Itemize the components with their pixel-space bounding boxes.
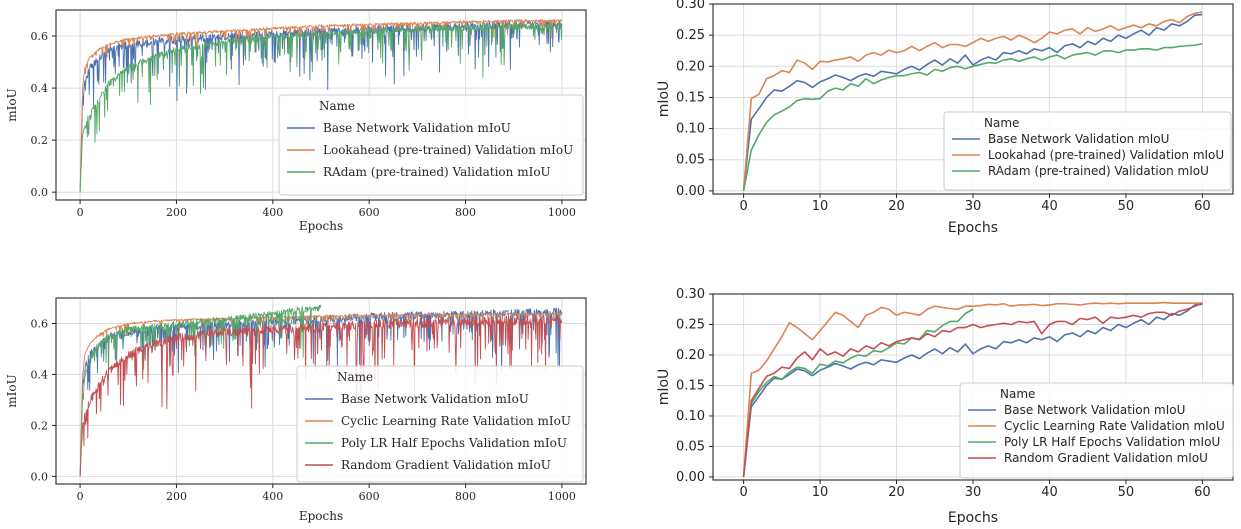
legend-label-4: Random Gradient Validation mIoU [1004, 451, 1208, 465]
chart-bottom-left: 0 200 400 600 800 1000 0.0 0.2 0.4 0.6 Epochs mIoU N… [5, 298, 586, 523]
y-tick-label: 0.4 [31, 82, 49, 95]
y-tick-label: 0.00 [676, 184, 705, 199]
legend: Name Base Network Validation mIoU Cyclic L… [297, 366, 583, 482]
legend-title: Name [984, 116, 1019, 130]
x-tick-label: 10 [812, 485, 829, 500]
legend: Name Base Network Validation mIoU Lookahad… [944, 112, 1231, 190]
x-tick-label: 600 [359, 206, 380, 219]
y-axis-title: mIoU [656, 369, 672, 406]
y-tick-label: 0.4 [31, 368, 49, 381]
x-tick-label: 400 [262, 490, 283, 503]
legend: Name Base Network Validation mIoU Cyclic L… [960, 383, 1233, 478]
y-tick-label: 0.05 [676, 439, 705, 454]
legend-label-3: RAdam (pre-trained) Validation mIoU [988, 164, 1209, 178]
x-tick-label: 50 [1118, 485, 1135, 500]
legend-label-1: Base Network Validation mIoU [323, 121, 511, 135]
chart-bottom-right: 0 10 20 30 40 50 60 0.00 0.05 0.10 0.15 0.20 0.25 0.3… [656, 287, 1233, 526]
x-tick-label: 30 [965, 199, 982, 214]
x-tick-label: 0 [739, 199, 747, 214]
y-tick-label: 0.0 [31, 186, 49, 199]
x-axis-title: Epochs [948, 510, 998, 526]
legend-label-1: Base Network Validation mIoU [341, 392, 529, 406]
y-axis-title: mIoU [656, 81, 672, 118]
y-tick-label: 0.15 [676, 90, 705, 105]
y-tick-label: 0.25 [676, 28, 705, 43]
legend-title: Name [337, 370, 373, 384]
x-tick-label: 40 [1041, 199, 1058, 214]
legend-label-2: Cyclic Learning Rate Validation mIoU [341, 414, 571, 428]
x-axis-title: Epochs [299, 219, 343, 233]
x-tick-label: 800 [455, 206, 476, 219]
x-tick-label: 50 [1118, 199, 1135, 214]
y-tick-label: 0.20 [676, 59, 705, 74]
x-tick-label: 400 [262, 206, 283, 219]
legend-label-1: Base Network Validation mIoU [988, 132, 1169, 146]
x-tick-label: 40 [1041, 485, 1058, 500]
y-tick-label: 0.6 [31, 30, 49, 43]
x-axis-title: Epochs [948, 220, 998, 236]
x-tick-label: 60 [1194, 199, 1211, 214]
x-tick-label: 30 [965, 485, 982, 500]
y-tick-label: 0.05 [676, 153, 705, 168]
y-tick-label: 0.15 [676, 378, 705, 393]
legend-label-1: Base Network Validation mIoU [1004, 403, 1185, 417]
legend-label-4: Random Gradient Validation mIoU [341, 458, 551, 472]
legend-title: Name [1000, 387, 1035, 401]
x-tick-label: 10 [812, 199, 829, 214]
y-axis-title: mIoU [5, 88, 19, 121]
y-tick-label: 0.6 [31, 317, 49, 330]
legend-label-2: Cyclic Learning Rate Validation mIoU [1004, 419, 1225, 433]
y-tick-label: 0.00 [676, 470, 705, 485]
x-tick-label: 60 [1194, 485, 1211, 500]
y-tick-label: 0.2 [31, 419, 49, 432]
x-tick-label: 0 [77, 490, 84, 503]
legend-label-3: Poly LR Half Epochs Validation mIoU [1004, 435, 1220, 449]
legend-label-3: Poly LR Half Epochs Validation mIoU [341, 436, 567, 450]
y-tick-label: 0.10 [676, 122, 705, 137]
x-tick-label: 0 [739, 485, 747, 500]
x-tick-label: 200 [166, 206, 187, 219]
x-tick-label: 600 [359, 490, 380, 503]
x-tick-label: 0 [77, 206, 84, 219]
y-tick-label: 0.10 [676, 409, 705, 424]
x-tick-label: 20 [888, 485, 905, 500]
y-tick-label: 0.30 [676, 0, 705, 12]
legend-label-2: Lookahead (pre-trained) Validation mIoU [323, 143, 573, 157]
x-tick-label: 800 [455, 490, 476, 503]
x-tick-label: 1000 [548, 206, 576, 219]
y-tick-label: 0.25 [676, 317, 705, 332]
x-axis-title: Epochs [299, 509, 343, 523]
legend-label-2: Lookahad (pre-trained) Validation mIoU [988, 148, 1224, 162]
y-tick-label: 0.2 [31, 134, 49, 147]
y-axis-title: mIoU [5, 374, 19, 407]
x-tick-label: 200 [166, 490, 187, 503]
y-tick-label: 0.0 [31, 470, 49, 483]
chart-top-left: 0 200 400 600 800 1000 0.0 0.2 0.4 0.6 Epochs mIoU N… [5, 10, 586, 233]
chart-top-right: 0 10 20 30 40 50 60 0.00 0.05 0.10 0.15 0.20 0.25 0.3… [656, 0, 1233, 236]
legend-label-3: RAdam (pre-trained) Validation mIoU [323, 165, 551, 179]
y-tick-label: 0.20 [676, 348, 705, 363]
x-tick-label: 20 [888, 199, 905, 214]
legend: Name Base Network Validation mIoU Lookahea… [279, 95, 583, 195]
x-tick-label: 1000 [548, 490, 576, 503]
legend-title: Name [319, 99, 355, 113]
y-tick-label: 0.30 [676, 287, 705, 302]
